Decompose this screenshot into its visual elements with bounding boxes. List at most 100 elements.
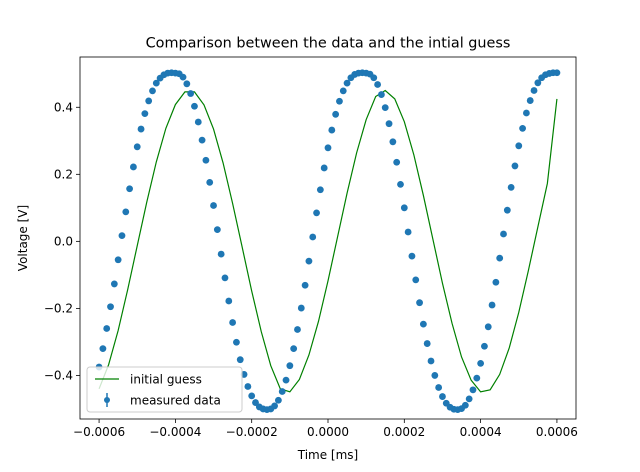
measured-point (374, 81, 381, 88)
measured-point (179, 73, 187, 81)
x-axis-label: Time [ms] (297, 448, 359, 462)
measured-point (431, 372, 439, 379)
initial-guess-line (98, 89, 558, 393)
measured-point (210, 202, 217, 209)
measured-point (290, 345, 298, 353)
measured-point (114, 256, 122, 264)
measured-point (519, 124, 526, 132)
measured-point (400, 204, 408, 212)
measured-point (236, 356, 244, 364)
measured-point (294, 326, 301, 333)
measured-point (404, 228, 412, 236)
y-tick-label: −0.4 (44, 369, 73, 383)
x-axis-ticks: −0.0006 −0.0004 −0.0002 0.0000 0.0002 0.0004 0… (73, 419, 578, 439)
measured-point (107, 303, 114, 311)
measured-point (110, 280, 118, 288)
y-axis-ticks: −0.4 −0.2 0.0 0.2 0.4 (44, 101, 80, 383)
measured-point (419, 320, 427, 328)
measured-point (343, 79, 351, 87)
measured-point (133, 143, 141, 151)
measured-point (423, 340, 431, 347)
measured-point (103, 325, 111, 332)
measured-point (385, 120, 393, 128)
measured-point (145, 97, 153, 105)
x-tick-label: 0.0000 (307, 425, 349, 439)
measured-point (305, 257, 313, 265)
measured-point (523, 109, 530, 117)
measured-point (248, 392, 256, 400)
measured-point (481, 342, 488, 350)
measured-point (118, 232, 126, 240)
measured-point (378, 91, 385, 98)
x-tick-label: −0.0006 (73, 425, 125, 439)
measured-point (370, 74, 378, 82)
measured-point (339, 87, 347, 95)
measured-point (286, 362, 294, 370)
measured-point (233, 338, 240, 346)
measured-point (473, 374, 481, 382)
measured-point (416, 299, 423, 307)
measured-point (122, 208, 130, 216)
x-tick-label: 0.0004 (460, 425, 502, 439)
y-tick-label: 0.4 (54, 101, 73, 115)
measured-point (275, 396, 282, 404)
x-tick-label: −0.0002 (226, 425, 278, 439)
measured-point (507, 183, 515, 191)
measured-point (553, 69, 561, 77)
measured-point (503, 206, 511, 214)
measured-point (427, 357, 435, 365)
measured-point (465, 395, 473, 403)
measured-point (191, 102, 198, 110)
measured-point (278, 388, 286, 395)
measured-point (439, 393, 446, 400)
measured-point (126, 185, 133, 193)
measured-point (313, 209, 320, 217)
measured-point (534, 79, 542, 87)
measured-point (469, 386, 477, 394)
measured-point (198, 136, 206, 144)
measured-point (99, 345, 107, 353)
measured-point (282, 376, 290, 384)
measured-point (297, 304, 305, 312)
y-tick-label: 0.2 (54, 168, 73, 182)
measured-point (477, 359, 485, 367)
measured-point (461, 401, 469, 409)
measured-point (484, 323, 492, 331)
measured-point (194, 118, 202, 126)
measured-point (137, 125, 145, 133)
measured-point (152, 79, 160, 87)
measured-point (397, 180, 404, 188)
measured-point (221, 274, 229, 282)
y-axis-label: Voltage [V] (16, 205, 30, 271)
legend-label-measured-data: measured data (130, 394, 221, 408)
measured-point (511, 162, 519, 170)
measured-point (324, 144, 332, 152)
x-tick-label: −0.0004 (149, 425, 201, 439)
measured-point (183, 80, 191, 88)
measured-point (141, 110, 149, 118)
measured-point (301, 281, 309, 289)
measured-point (435, 384, 443, 391)
measured-point (526, 97, 534, 104)
y-tick-label: −0.2 (44, 302, 73, 316)
measured-point (393, 158, 401, 166)
measured-point (389, 138, 397, 146)
measured-point (320, 164, 328, 172)
y-tick-label: 0.0 (54, 235, 73, 249)
measured-data-points (95, 69, 561, 414)
measured-point (328, 126, 336, 134)
measured-point (332, 110, 340, 118)
measured-point (271, 402, 278, 410)
measured-point (309, 233, 317, 241)
measured-point (336, 97, 343, 105)
measured-point (187, 90, 195, 97)
x-tick-label: 0.0002 (383, 425, 425, 439)
measured-point (225, 297, 233, 305)
measured-point (244, 383, 252, 390)
measured-point (217, 250, 225, 258)
legend-swatch-measured-data (104, 393, 110, 407)
plot-area (79, 56, 577, 420)
measured-point (412, 276, 420, 284)
measured-point (316, 186, 324, 194)
